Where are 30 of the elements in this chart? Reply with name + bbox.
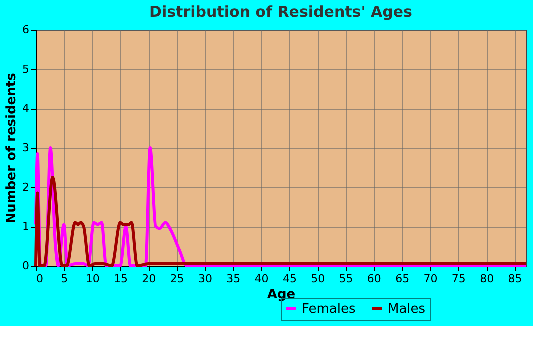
x-tick-label: 10 [86,272,100,286]
x-tick-label: 35 [226,272,241,286]
y-tick-label: 2 [22,180,30,194]
y-tick-label: 6 [22,24,30,36]
legend-label: Males [388,302,426,317]
y-tick-label: 1 [22,220,30,234]
x-tick-label: 0 [36,272,44,286]
x-tick-label: 65 [396,272,410,286]
chart-title: Distribution of Residents' Ages [150,3,413,21]
y-tick-label: 0 [22,260,30,272]
x-tick-label: 15 [114,272,128,286]
x-tick-label: 40 [254,272,269,286]
y-tick-label: 4 [22,102,30,116]
x-tick-label: 55 [339,272,354,286]
x-tick-label: 25 [170,272,184,286]
y-axis-title: Number of residents [4,72,20,224]
x-axis-title: Age [267,288,296,302]
y-tick-label: 5 [22,62,30,76]
x-tick-label: 50 [311,272,326,286]
x-tick-label: 45 [282,272,297,286]
y-tick-label: 3 [22,142,30,154]
x-tick-label: 5 [61,272,68,286]
x-tick-label: 85 [508,272,522,286]
legend-label: Females [302,302,356,317]
x-tick-label: 30 [198,272,212,286]
x-tick-label: 70 [424,272,438,286]
x-tick-label: 75 [452,272,466,286]
x-tick-label: 60 [367,272,382,286]
x-tick-label: 20 [142,272,156,286]
x-tick-label: 80 [480,272,494,286]
